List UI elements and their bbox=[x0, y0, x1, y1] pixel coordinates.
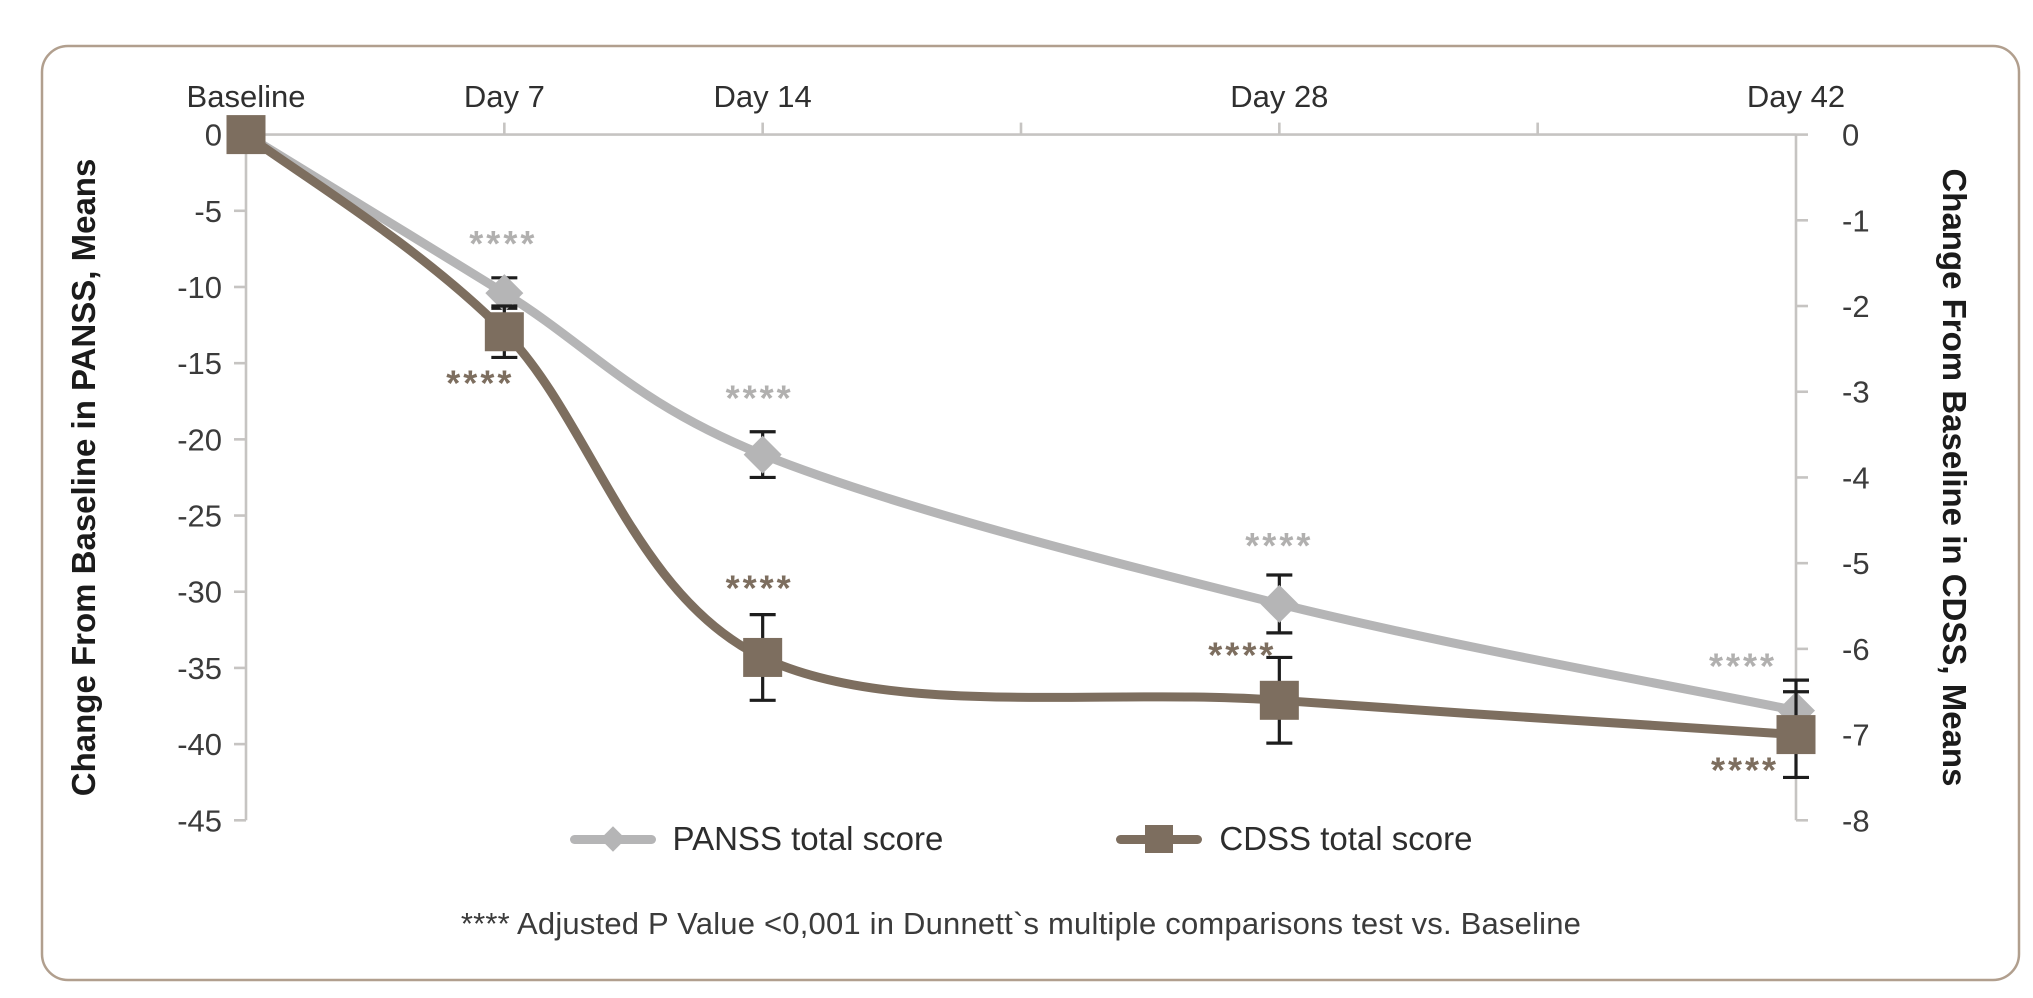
right-axis-title: Change From Baseline in CDSS, Means bbox=[1936, 168, 1973, 786]
panss-marker-day7 bbox=[485, 274, 524, 313]
significance-footnote: **** Adjusted P Value <0,001 in Dunnett`… bbox=[460, 906, 1582, 941]
legend-item-panss: PANSS total score bbox=[569, 817, 944, 861]
left-axis-ticklabel--35: -35 bbox=[177, 651, 222, 686]
right-axis-ticklabel--3: -3 bbox=[1842, 375, 1870, 410]
right-axis-ticklabel--6: -6 bbox=[1842, 632, 1870, 667]
card-border bbox=[40, 44, 2021, 982]
square-marker-icon bbox=[1145, 825, 1174, 853]
x-axis-label-day42: Day 42 bbox=[1747, 79, 1845, 114]
right-axis-ticklabel--1: -1 bbox=[1842, 203, 1870, 238]
cdss-marker-day42 bbox=[1776, 715, 1816, 755]
x-axis-label-day14: Day 14 bbox=[714, 79, 812, 114]
left-axis-ticklabel-0: 0 bbox=[205, 118, 222, 153]
legend-label-panss: PANSS total score bbox=[672, 820, 944, 857]
x-axis-label-day28: Day 28 bbox=[1230, 79, 1328, 114]
cdss-significance-day42: **** bbox=[1711, 750, 1779, 791]
left-axis-ticklabel--20: -20 bbox=[177, 422, 222, 457]
cdss-line-swatch bbox=[1116, 817, 1203, 861]
panss-significance-day28: **** bbox=[1245, 525, 1313, 566]
panss-marker-day14 bbox=[743, 435, 782, 474]
cdss-significance-day7: **** bbox=[446, 363, 514, 404]
right-axis-ticklabel--2: -2 bbox=[1842, 289, 1870, 324]
panss-line-swatch bbox=[569, 817, 656, 861]
left-axis-ticklabel--40: -40 bbox=[177, 727, 222, 762]
right-axis-ticklabel--5: -5 bbox=[1842, 546, 1870, 581]
legend-item-cdss: CDSS total score bbox=[1116, 817, 1472, 861]
left-axis-ticklabel--10: -10 bbox=[177, 270, 222, 305]
legend-label-cdss: CDSS total score bbox=[1219, 820, 1473, 857]
panss-marker-day28 bbox=[1260, 584, 1299, 623]
left-axis-ticklabel--45: -45 bbox=[177, 803, 222, 838]
cdss-line bbox=[241, 130, 1801, 740]
chart-legend: PANSS total score CDSS total score bbox=[246, 817, 1796, 861]
left-axis-title: Change From Baseline in PANSS, Means bbox=[65, 159, 102, 797]
panss-significance-day7: **** bbox=[469, 223, 537, 264]
panss-line bbox=[241, 130, 1801, 716]
left-axis-ticklabel--25: -25 bbox=[177, 499, 222, 534]
x-axis-label-day7: Day 7 bbox=[464, 79, 545, 114]
cdss-marker-day0 bbox=[226, 115, 266, 155]
cdss-significance-day28: **** bbox=[1208, 634, 1276, 675]
cdss-marker-day28 bbox=[1259, 680, 1299, 720]
x-axis-label-day0: Baseline bbox=[187, 79, 306, 114]
diamond-marker-icon bbox=[599, 826, 626, 852]
left-axis-ticklabel--15: -15 bbox=[177, 346, 222, 381]
cdss-marker-day7 bbox=[484, 312, 524, 352]
right-axis-ticklabel-0: 0 bbox=[1842, 118, 1859, 153]
left-axis-ticklabel--5: -5 bbox=[194, 194, 222, 229]
cdss-marker-day14 bbox=[743, 637, 783, 677]
panss-significance-day42: **** bbox=[1709, 646, 1777, 687]
panss-significance-day14: **** bbox=[726, 378, 794, 419]
left-axis-ticklabel--30: -30 bbox=[177, 575, 222, 610]
right-axis-ticklabel--8: -8 bbox=[1842, 803, 1870, 838]
right-axis-ticklabel--7: -7 bbox=[1842, 718, 1870, 753]
cdss-significance-day14: **** bbox=[726, 567, 794, 608]
right-axis-ticklabel--4: -4 bbox=[1842, 460, 1870, 495]
